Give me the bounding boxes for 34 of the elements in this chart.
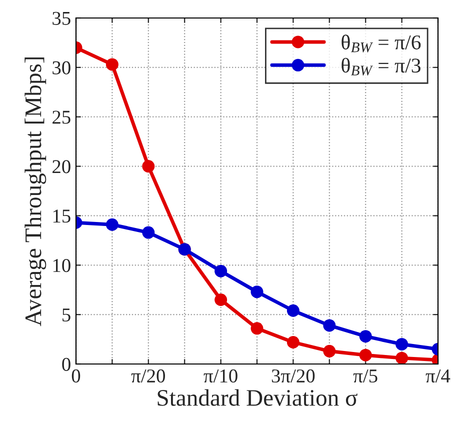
point [250, 322, 264, 335]
x-tick-label: π/5 [353, 370, 378, 383]
point [323, 319, 336, 332]
point [142, 160, 155, 173]
y-tick-label: 10 [53, 258, 70, 272]
point [106, 58, 118, 71]
y-tick-label: 25 [52, 110, 70, 124]
x-axis-title: Standard Deviation σ [158, 389, 358, 406]
point [286, 336, 300, 348]
y-tick-label: 35 [52, 12, 70, 25]
x-tick-label: 0 [72, 369, 80, 383]
x-tick-label: π/10 [204, 369, 238, 383]
y-tick-label: 15 [53, 210, 70, 223]
point [214, 264, 228, 278]
point [359, 330, 372, 343]
x-tick-label: 3π/20 [272, 369, 315, 383]
y-tick-label: 20 [52, 160, 70, 174]
point [323, 344, 336, 358]
point [286, 304, 300, 317]
point [250, 286, 264, 298]
legend-label: θ$_{BW}$ = π/6 [342, 34, 421, 52]
point [396, 338, 408, 350]
legend-label: θ$_{BW}$ = π/3 [342, 58, 420, 76]
y-axis-title: Average Throughput [Mbps] [24, 57, 46, 326]
point [396, 352, 408, 364]
y-tick-label: 5 [62, 308, 70, 322]
x-tick-label: π/4 [426, 370, 450, 383]
point [214, 293, 228, 306]
y-tick-label: 0 [62, 358, 70, 371]
x-tick-label: π/20 [131, 369, 165, 383]
point [142, 226, 155, 239]
point [106, 218, 118, 231]
y-tick-label: 30 [52, 61, 70, 74]
point [359, 348, 372, 362]
